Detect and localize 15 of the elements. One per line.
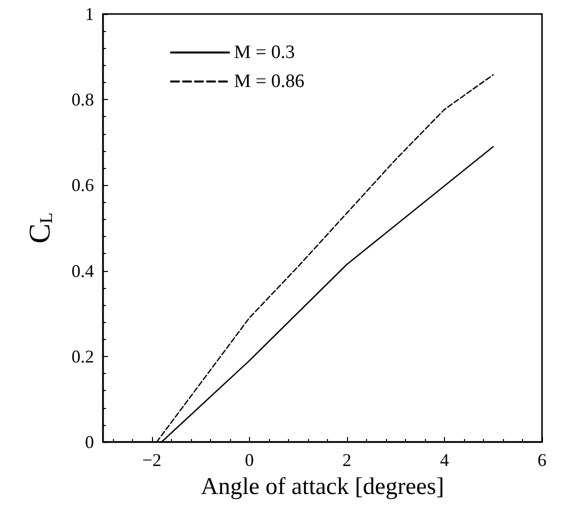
x-axis-title: Angle of attack [degrees] (200, 474, 444, 500)
y-tick-label: 0.4 (72, 260, 94, 281)
x-tick-label: 4 (440, 450, 449, 470)
x-tick-label: 6 (538, 450, 546, 470)
x-tick-label: 2 (342, 450, 352, 470)
y-tick-label: 0.6 (72, 175, 94, 196)
y-tick-label: 1 (85, 4, 94, 24)
y-tick-label: 0.2 (72, 346, 94, 366)
y-axis-title: CL (24, 212, 56, 244)
legend-label: M = 0.86 (234, 71, 304, 92)
legend-label: M = 0.3 (234, 42, 295, 63)
y-tick-label: 0 (85, 432, 94, 452)
x-tick-label: −2 (142, 450, 162, 470)
y-tick-label: 0.8 (72, 90, 94, 110)
x-tick-label: 0 (244, 450, 254, 470)
